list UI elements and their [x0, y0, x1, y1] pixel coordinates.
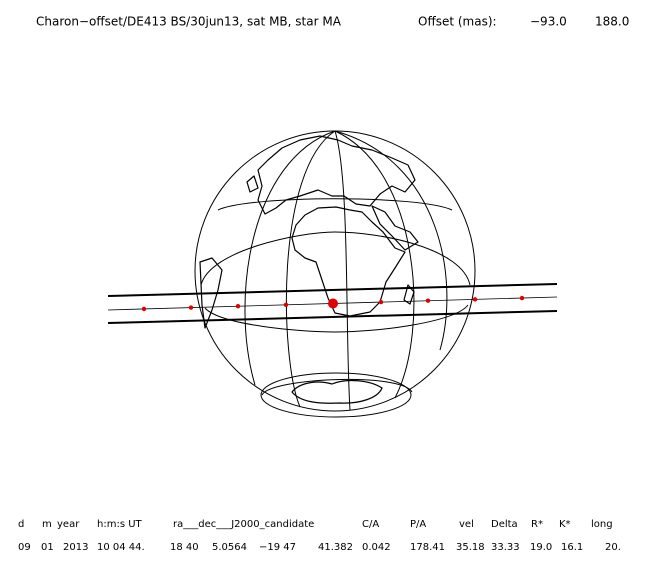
title: Charon−offset/DE413 BS/30jun13, sat MB, … [36, 15, 342, 29]
time-marker [328, 298, 338, 309]
time-marker [425, 298, 431, 303]
south-america [199, 257, 223, 329]
column-header: long [591, 519, 613, 530]
table-cell: 41.382 [318, 542, 353, 553]
table-cell: 20. [605, 542, 621, 553]
table-cell: 2013 [63, 542, 88, 553]
table-cell: 19.0 [530, 542, 552, 553]
parallel [217, 198, 453, 211]
column-header: d [18, 519, 24, 530]
column-header: m [42, 519, 52, 530]
table-cell: 178.41 [410, 542, 445, 553]
time-marker [472, 297, 478, 302]
time-marker [188, 305, 194, 310]
ephemeris-table: d m year h:m:s UT ra___dec___J2000_candidate… [18, 519, 621, 553]
parallel [261, 378, 413, 396]
time-markers [141, 295, 525, 312]
path-limit [107, 310, 558, 324]
time-marker [235, 304, 241, 309]
parallel [200, 231, 471, 286]
column-header: C/A [362, 519, 379, 530]
table-cell: 01 [41, 542, 54, 553]
shadow-path [107, 283, 558, 324]
column-header: ra___dec___J2000_candidate [173, 519, 314, 530]
column-header: year [57, 519, 80, 530]
globe [194, 130, 476, 418]
table-cell: 09 [18, 542, 31, 553]
column-header: K* [559, 519, 571, 530]
offset-label: Offset (mas): [418, 15, 497, 29]
arabia [371, 205, 419, 251]
meridian [334, 130, 415, 399]
column-header: vel [459, 519, 474, 530]
table-cell: 16.1 [561, 542, 583, 553]
europe [257, 135, 416, 215]
parallel [204, 304, 469, 333]
table-cell: 35.18 [456, 542, 485, 553]
table-cell: 18 40 [170, 542, 199, 553]
time-marker [378, 299, 384, 305]
parallel [260, 372, 412, 418]
offset-value: 188.0 [595, 15, 629, 29]
column-header: Delta [491, 519, 518, 530]
column-header: P/A [410, 519, 426, 530]
offset-value: −93.0 [530, 15, 567, 29]
time-marker [283, 302, 289, 308]
path-limit [107, 283, 558, 297]
table-cell: 5.0564 [212, 542, 247, 553]
time-marker [141, 306, 147, 312]
column-header: h:m:s UT [97, 519, 143, 530]
table-cell: 10 04 44. [97, 542, 145, 553]
britain [246, 175, 259, 193]
column-header: R* [531, 519, 543, 530]
meridian [334, 130, 351, 411]
meridian [244, 130, 336, 386]
table-cell: 33.33 [491, 542, 520, 553]
table-cell: 0.042 [362, 542, 391, 553]
antarctica [291, 379, 383, 404]
time-marker [519, 295, 525, 301]
madagascar [403, 284, 415, 305]
globe-limb [194, 130, 476, 412]
meridian [334, 130, 448, 351]
africa [291, 206, 406, 317]
table-cell: −19 47 [259, 542, 296, 553]
meridian [285, 130, 336, 408]
